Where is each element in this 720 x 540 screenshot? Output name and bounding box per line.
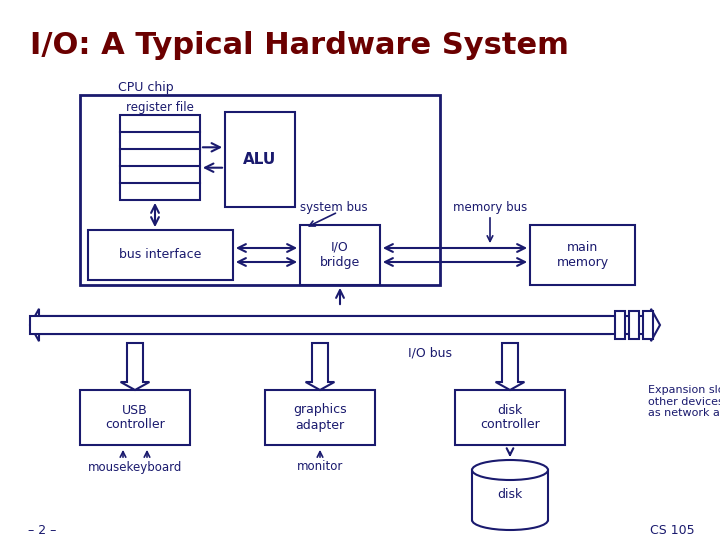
- Polygon shape: [121, 343, 150, 390]
- Text: bus interface: bus interface: [120, 248, 202, 261]
- Text: USB
controller: USB controller: [105, 403, 165, 431]
- Text: system bus: system bus: [300, 200, 368, 213]
- Text: CPU chip: CPU chip: [118, 80, 174, 93]
- Text: graphics
adapter: graphics adapter: [293, 403, 347, 431]
- Bar: [80, 95, 440, 285]
- Bar: [225, 112, 295, 207]
- Text: register file: register file: [126, 100, 194, 113]
- Bar: [530, 225, 635, 285]
- Polygon shape: [30, 309, 610, 341]
- Text: main
memory: main memory: [557, 241, 608, 269]
- Bar: [643, 311, 653, 339]
- Text: mousekeyboard: mousekeyboard: [88, 461, 182, 474]
- Bar: [88, 230, 233, 280]
- Polygon shape: [305, 343, 334, 390]
- Bar: [455, 390, 565, 445]
- Text: Expansion slots for
other devices such
as network adapters.: Expansion slots for other devices such a…: [648, 385, 720, 418]
- Bar: [80, 390, 190, 445]
- Text: I/O bus: I/O bus: [408, 347, 452, 360]
- Ellipse shape: [472, 460, 548, 480]
- Bar: [300, 225, 380, 285]
- Bar: [265, 390, 375, 445]
- Polygon shape: [30, 309, 660, 341]
- Text: ALU: ALU: [243, 152, 276, 167]
- Text: CS 105: CS 105: [650, 523, 695, 537]
- Text: monitor: monitor: [297, 461, 343, 474]
- Bar: [120, 115, 200, 200]
- Polygon shape: [495, 343, 524, 390]
- Text: disk: disk: [498, 489, 523, 502]
- Bar: [615, 311, 625, 339]
- Text: I/O: A Typical Hardware System: I/O: A Typical Hardware System: [30, 30, 569, 59]
- Text: disk
controller: disk controller: [480, 403, 540, 431]
- Text: memory bus: memory bus: [453, 200, 527, 213]
- Text: I/O
bridge: I/O bridge: [320, 241, 360, 269]
- Bar: [629, 311, 639, 339]
- Text: – 2 –: – 2 –: [28, 523, 56, 537]
